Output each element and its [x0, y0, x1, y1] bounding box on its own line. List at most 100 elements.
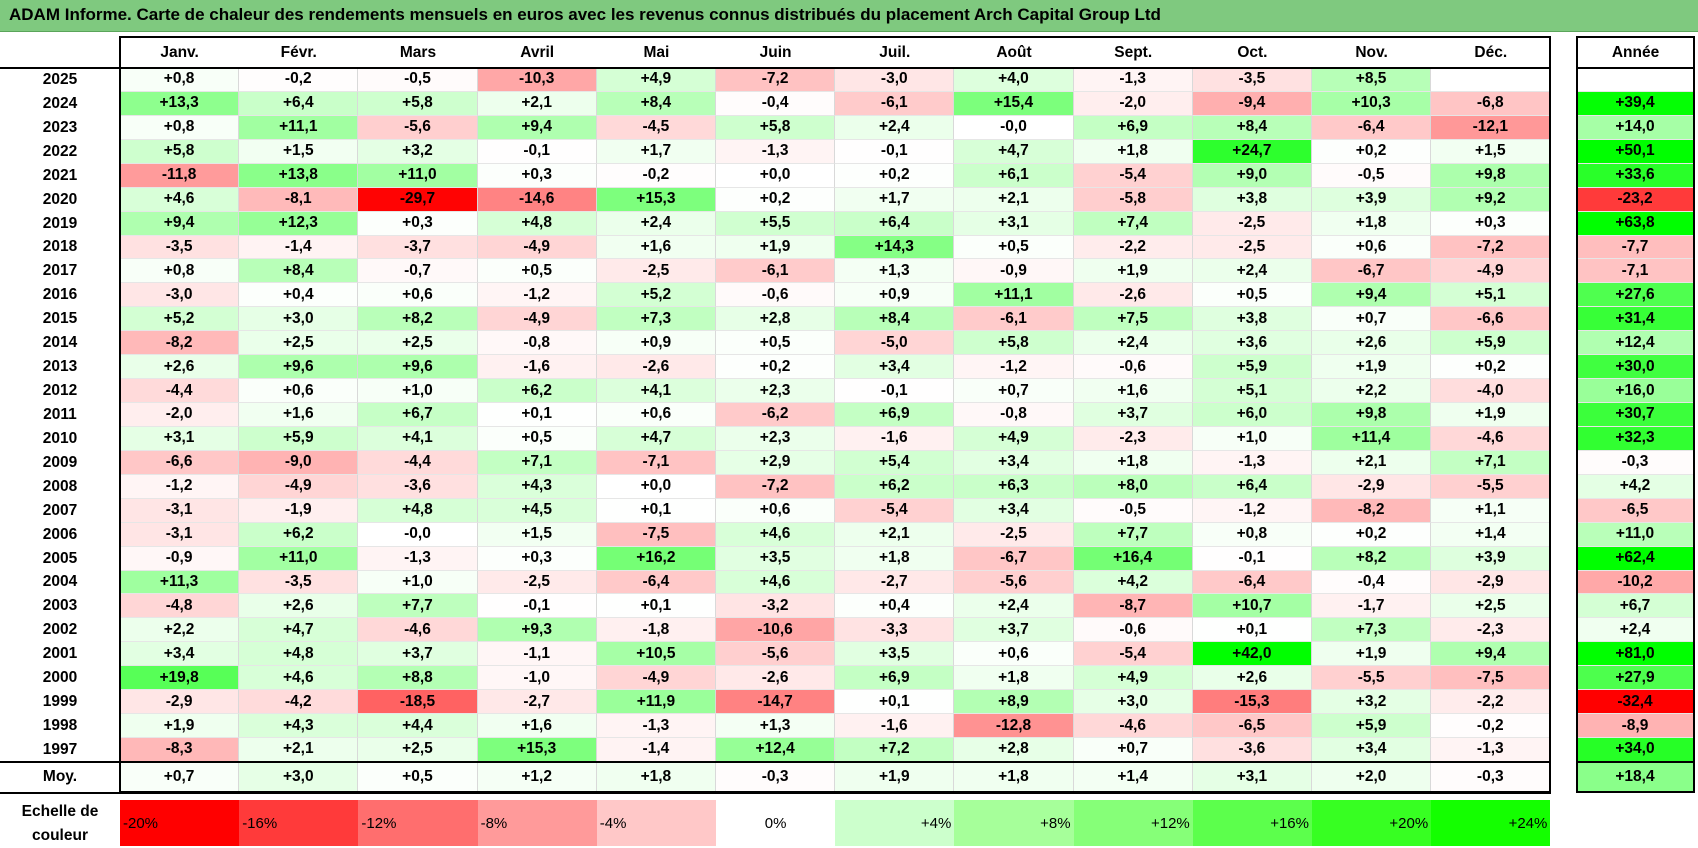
heatmap-cell: -0,4: [1312, 570, 1432, 595]
heatmap-cell: +8,9: [954, 690, 1074, 715]
year-label: 2003: [42, 597, 78, 615]
heatmap-cell: -0,4: [716, 91, 836, 116]
heatmap-cell: +3,4: [120, 642, 240, 667]
annual-cell: +12,4: [1577, 331, 1694, 356]
heatmap-cell: +9,3: [477, 618, 597, 643]
heatmap-cell: +10,5: [596, 642, 716, 667]
average-cell: +1,9: [835, 762, 955, 792]
heatmap-cell: -1,2: [1192, 498, 1312, 523]
heatmap-cell: +11,1: [954, 283, 1074, 308]
heatmap-cell: +2,1: [835, 522, 955, 547]
heatmap-cell: +11,9: [596, 690, 716, 715]
heatmap-cell: -4,2: [239, 690, 359, 715]
heatmap-cell: +4,7: [954, 139, 1074, 164]
heatmap-cell: +2,5: [358, 331, 478, 356]
heatmap-cell: -3,6: [358, 474, 478, 499]
heatmap-cell: -2,5: [954, 522, 1074, 547]
heatmap-cell: -0,8: [477, 331, 597, 356]
heatmap-cell: -1,8: [596, 618, 716, 643]
heatmap-cell: +5,8: [120, 139, 240, 164]
heatmap-cell: +7,7: [358, 594, 478, 619]
month-header: Avril: [520, 43, 555, 61]
year-label: 2023: [42, 118, 78, 136]
scale-step: +4%: [835, 800, 955, 846]
average-cell: +0,7: [120, 762, 240, 792]
heatmap-cell: -1,3: [1192, 450, 1312, 475]
chart-title: ADAM Informe. Carte de chaleur des rende…: [9, 5, 1161, 24]
heatmap-cell: +1,9: [1312, 642, 1432, 667]
heatmap-cell: +3,2: [358, 139, 478, 164]
month-header: Mai: [643, 43, 670, 61]
annual-cell: +32,3: [1577, 426, 1694, 451]
heatmap-cell: +0,6: [954, 642, 1074, 667]
heatmap-cell: -2,9: [1312, 474, 1432, 499]
heatmap-cell: -3,5: [239, 570, 359, 595]
heatmap-cell: +2,3: [716, 379, 836, 403]
heatmap-cell: +11,0: [239, 546, 359, 571]
heatmap-cell: +4,8: [477, 211, 597, 236]
heatmap-cell: +0,2: [716, 187, 836, 212]
heatmap-cell: -0,0: [954, 115, 1074, 140]
heatmap-cell: +19,8: [120, 666, 240, 691]
heatmap-cell: +2,1: [954, 187, 1074, 212]
month-header: Mars: [399, 43, 437, 61]
heatmap-cell: +4,1: [358, 426, 478, 451]
year-label: 2024: [42, 94, 78, 112]
year-label: 2002: [42, 621, 78, 639]
heatmap-cell: -1,3: [596, 714, 716, 739]
heatmap-cell: +16,4: [1073, 546, 1193, 571]
heatmap-cell: +0,7: [1312, 307, 1432, 332]
heatmap-cell: -6,4: [1312, 115, 1432, 140]
heatmap-cell: +4,6: [716, 570, 836, 595]
heatmap-cell: +7,1: [1431, 450, 1551, 475]
heatmap-cell: +1,6: [596, 235, 716, 260]
annual-cell: -7,1: [1577, 259, 1694, 284]
heatmap-cell: -0,2: [1431, 714, 1551, 739]
heatmap-cell: +0,4: [239, 283, 359, 308]
year-label: 2004: [42, 573, 78, 591]
heatmap-cell: +3,0: [239, 307, 359, 332]
heatmap-cell: -10,3: [477, 68, 597, 92]
heatmap-cell: +10,7: [1192, 594, 1312, 619]
heatmap-cell: +2,1: [239, 738, 359, 762]
scale-step: +16%: [1192, 800, 1312, 846]
heatmap-cell: -0,5: [1073, 498, 1193, 523]
heatmap-cell: -12,8: [954, 714, 1074, 739]
heatmap-cell: +8,4: [835, 307, 955, 332]
heatmap-cell: -1,1: [477, 642, 597, 667]
heatmap-cell: -0,0: [358, 522, 478, 547]
heatmap-cell: +0,8: [120, 259, 240, 284]
heatmap-cell: -5,8: [1073, 187, 1193, 212]
heatmap-cell: -10,6: [716, 618, 836, 643]
heatmap-cell: +1,1: [1431, 498, 1551, 523]
average-cell: +3,1: [1192, 762, 1312, 792]
heatmap-cell: -2,9: [1431, 570, 1551, 595]
year-label: 2021: [42, 166, 78, 184]
heatmap-cell: +2,4: [1192, 259, 1312, 284]
heatmap-cell: +2,9: [716, 450, 836, 475]
heatmap-cell: +0,7: [1073, 738, 1193, 762]
heatmap-cell: +5,8: [954, 331, 1074, 356]
heatmap-cell: -1,2: [120, 474, 240, 499]
scale-step: -8%: [477, 800, 597, 846]
heatmap-cell: +3,5: [835, 642, 955, 667]
heatmap-cell: -4,0: [1431, 379, 1551, 403]
heatmap-cell: +5,8: [358, 91, 478, 116]
annual-cell: -32,4: [1577, 690, 1694, 715]
heatmap-cell: +9,0: [1192, 163, 1312, 188]
heatmap-cell: -0,1: [477, 139, 597, 164]
heatmap-cell: -1,0: [477, 666, 597, 691]
heatmap-cell: +5,9: [239, 426, 359, 451]
month-header: Janv.: [160, 43, 199, 61]
heatmap-cell: -2,3: [1073, 426, 1193, 451]
heatmap-cell: +5,9: [1312, 714, 1432, 739]
scale-step: 0%: [716, 800, 836, 846]
annual-cell: +30,7: [1577, 403, 1694, 427]
heatmap-cell: +3,9: [1312, 187, 1432, 212]
heatmap-cell: -2,2: [1073, 235, 1193, 260]
heatmap-cell: +0,1: [477, 403, 597, 427]
heatmap-cell: +0,1: [596, 498, 716, 523]
heatmap-cell: -5,6: [358, 115, 478, 140]
heatmap-cell: -1,4: [239, 235, 359, 260]
heatmap-cell: -3,7: [358, 235, 478, 260]
